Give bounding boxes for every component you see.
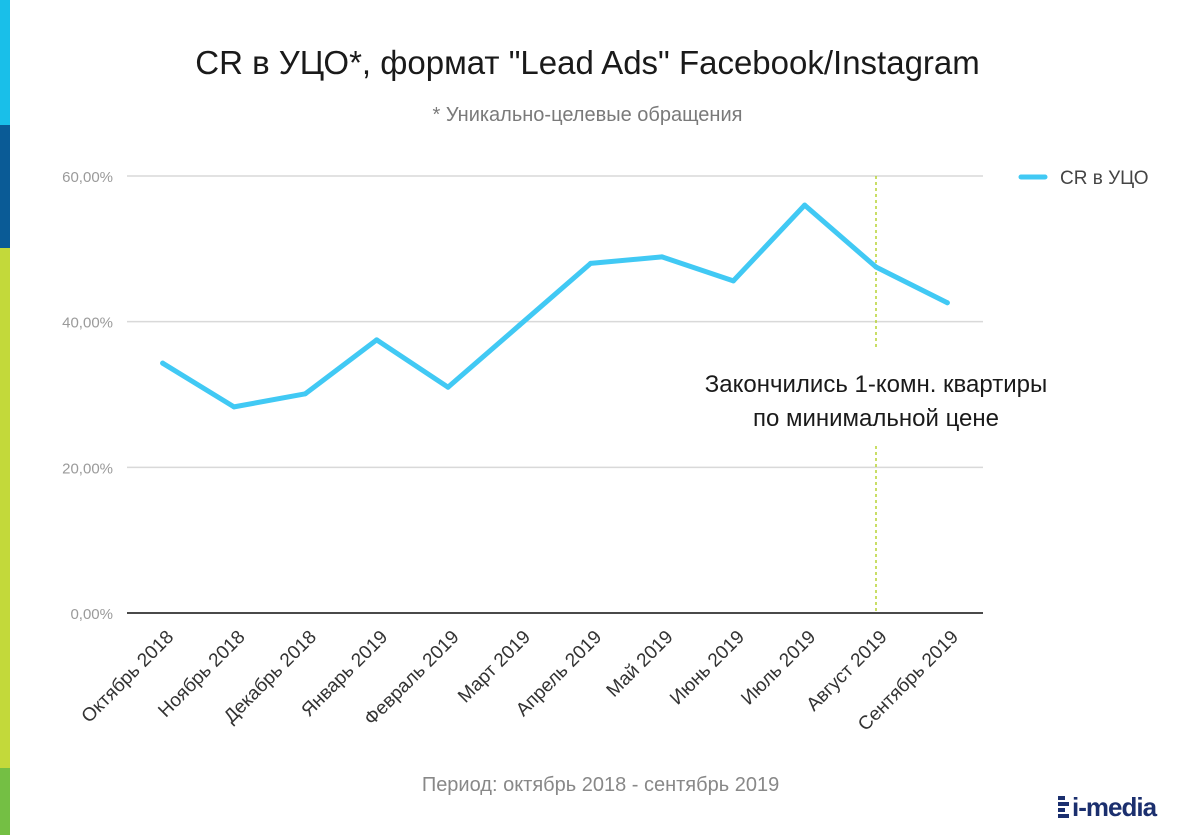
left-strip-lime bbox=[0, 248, 10, 768]
left-strip-blue bbox=[0, 125, 10, 248]
imedia-logo: i-media bbox=[1058, 791, 1157, 823]
data-point bbox=[302, 391, 308, 397]
data-point bbox=[231, 404, 237, 410]
data-point bbox=[802, 202, 808, 208]
y-tick-label: 20,00% bbox=[62, 460, 113, 477]
annotation-text-line: по минимальной цене bbox=[753, 405, 999, 432]
series-line-cr bbox=[160, 202, 950, 410]
imedia-logo-text: i-media bbox=[1072, 791, 1157, 822]
data-point bbox=[445, 384, 451, 390]
legend-label: CR в УЦО bbox=[1060, 168, 1149, 189]
annotation-text-line: Закончились 1-комн. квартиры bbox=[705, 371, 1047, 398]
chart-title: CR в УЦО*, формат "Lead Ads" Facebook/In… bbox=[195, 44, 980, 81]
chart-subtitle: * Уникально-целевые обращения bbox=[432, 104, 743, 126]
data-point bbox=[516, 322, 522, 328]
x-tick-label: Июнь 2019 bbox=[666, 627, 749, 710]
data-point bbox=[873, 264, 879, 270]
data-point bbox=[730, 278, 736, 284]
y-tick-label: 0,00% bbox=[70, 606, 113, 623]
data-point bbox=[659, 254, 665, 260]
imedia-logo-icon bbox=[1058, 796, 1069, 818]
data-point bbox=[374, 337, 380, 343]
left-strip-cyan bbox=[0, 0, 10, 125]
data-point bbox=[944, 300, 950, 306]
data-point bbox=[588, 260, 594, 266]
period-footer: Период: октябрь 2018 - сентябрь 2019 bbox=[421, 774, 780, 796]
y-tick-label: 60,00% bbox=[62, 169, 113, 186]
x-tick-label: Май 2019 bbox=[603, 627, 678, 702]
y-tick-label: 40,00% bbox=[62, 315, 113, 332]
left-strip-green bbox=[0, 768, 10, 835]
data-point bbox=[160, 360, 166, 366]
